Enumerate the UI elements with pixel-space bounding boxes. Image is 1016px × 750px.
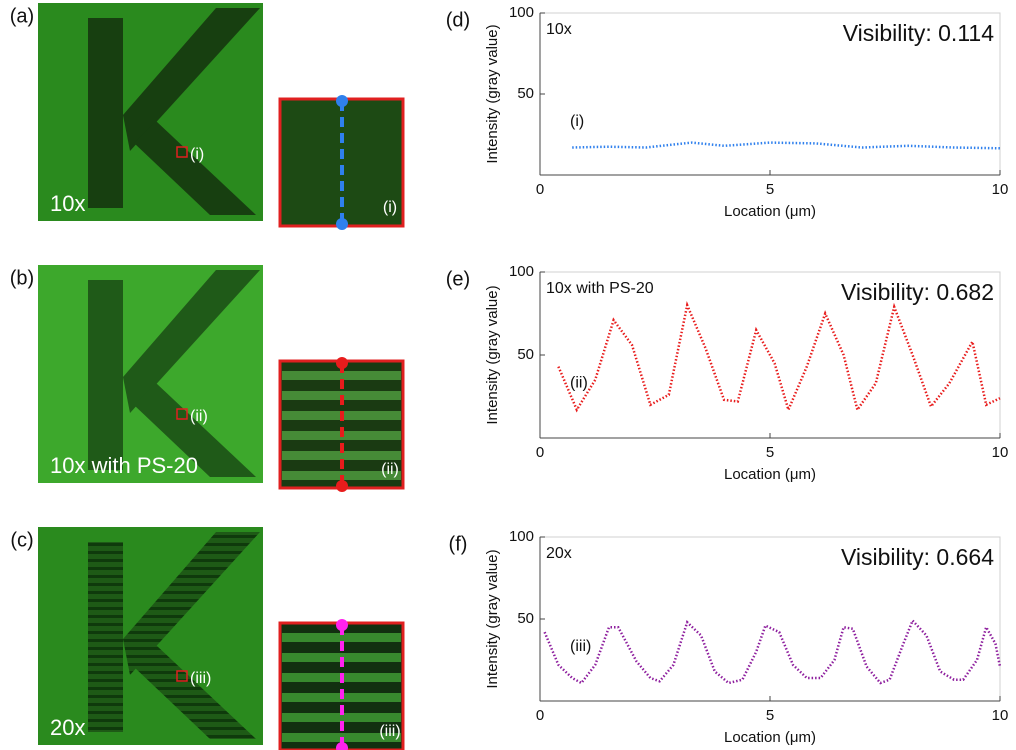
curve-label: (i) <box>570 113 584 130</box>
x-axis-label: Location (μm) <box>724 729 816 746</box>
x-tick-label: 0 <box>536 444 544 461</box>
roi-label: (ii) <box>190 408 208 425</box>
profile-end <box>336 95 348 107</box>
inset-label: (i) <box>383 199 397 216</box>
line-series <box>557 301 1001 414</box>
chart-title: 10x with PS-20 <box>546 280 654 297</box>
inset-stripe <box>282 633 401 642</box>
y-tick-label: 100 <box>509 528 534 545</box>
y-tick-label: 100 <box>509 263 534 280</box>
roi-label: (iii) <box>190 670 211 687</box>
x-tick-label: 10 <box>992 707 1009 724</box>
y-tick-label: 100 <box>509 4 534 21</box>
x-tick-label: 5 <box>766 181 774 198</box>
panel-label: (e) <box>446 268 470 290</box>
magnification-label: 10x with PS-20 <box>50 453 198 478</box>
panel-label: (f) <box>449 533 468 555</box>
roi-marker <box>176 670 188 682</box>
x-tick-label: 5 <box>766 707 774 724</box>
y-axis-label: Intensity (gray value) <box>484 24 501 163</box>
inset-stripe <box>282 713 401 722</box>
magnification-label: 10x <box>50 191 85 216</box>
y-tick-label: 50 <box>517 346 534 363</box>
x-tick-label: 0 <box>536 181 544 198</box>
inset-stripe <box>282 371 401 380</box>
inset-stripe <box>282 451 401 460</box>
y-tick-label: 50 <box>517 610 534 627</box>
x-tick-label: 10 <box>992 181 1009 198</box>
x-axis-label: Location (μm) <box>724 203 816 220</box>
profile-end <box>336 480 348 492</box>
x-axis-label: Location (μm) <box>724 466 816 483</box>
profile-end <box>336 218 348 230</box>
panel-label: (a) <box>10 5 34 27</box>
y-axis-label: Intensity (gray value) <box>484 549 501 688</box>
chart-title: 20x <box>546 545 572 562</box>
curve-label: (iii) <box>570 638 591 655</box>
curve-label: (ii) <box>570 374 588 391</box>
profile-end <box>336 619 348 631</box>
panel-label: (c) <box>10 529 33 551</box>
visibility: Visibility: 0.664 <box>841 544 994 570</box>
roi-marker <box>176 146 188 158</box>
visibility: Visibility: 0.114 <box>843 20 994 46</box>
y-axis-label: Intensity (gray value) <box>484 285 501 424</box>
x-tick-label: 10 <box>992 444 1009 461</box>
line-series <box>543 618 1002 685</box>
line-series <box>572 141 1001 150</box>
chart-title: 10x <box>546 21 572 38</box>
x-tick-label: 0 <box>536 707 544 724</box>
roi-label: (i) <box>190 146 204 163</box>
y-tick-label: 50 <box>517 85 534 102</box>
inset-label: (iii) <box>379 723 400 740</box>
profile-end <box>336 357 348 369</box>
visibility: Visibility: 0.682 <box>841 279 994 305</box>
roi-marker <box>176 408 188 420</box>
panel-label: (d) <box>446 9 470 31</box>
panel-label: (b) <box>10 267 34 289</box>
inset-label: (ii) <box>381 461 399 478</box>
x-tick-label: 5 <box>766 444 774 461</box>
magnification-label: 20x <box>50 715 85 740</box>
profile-end <box>336 742 348 750</box>
